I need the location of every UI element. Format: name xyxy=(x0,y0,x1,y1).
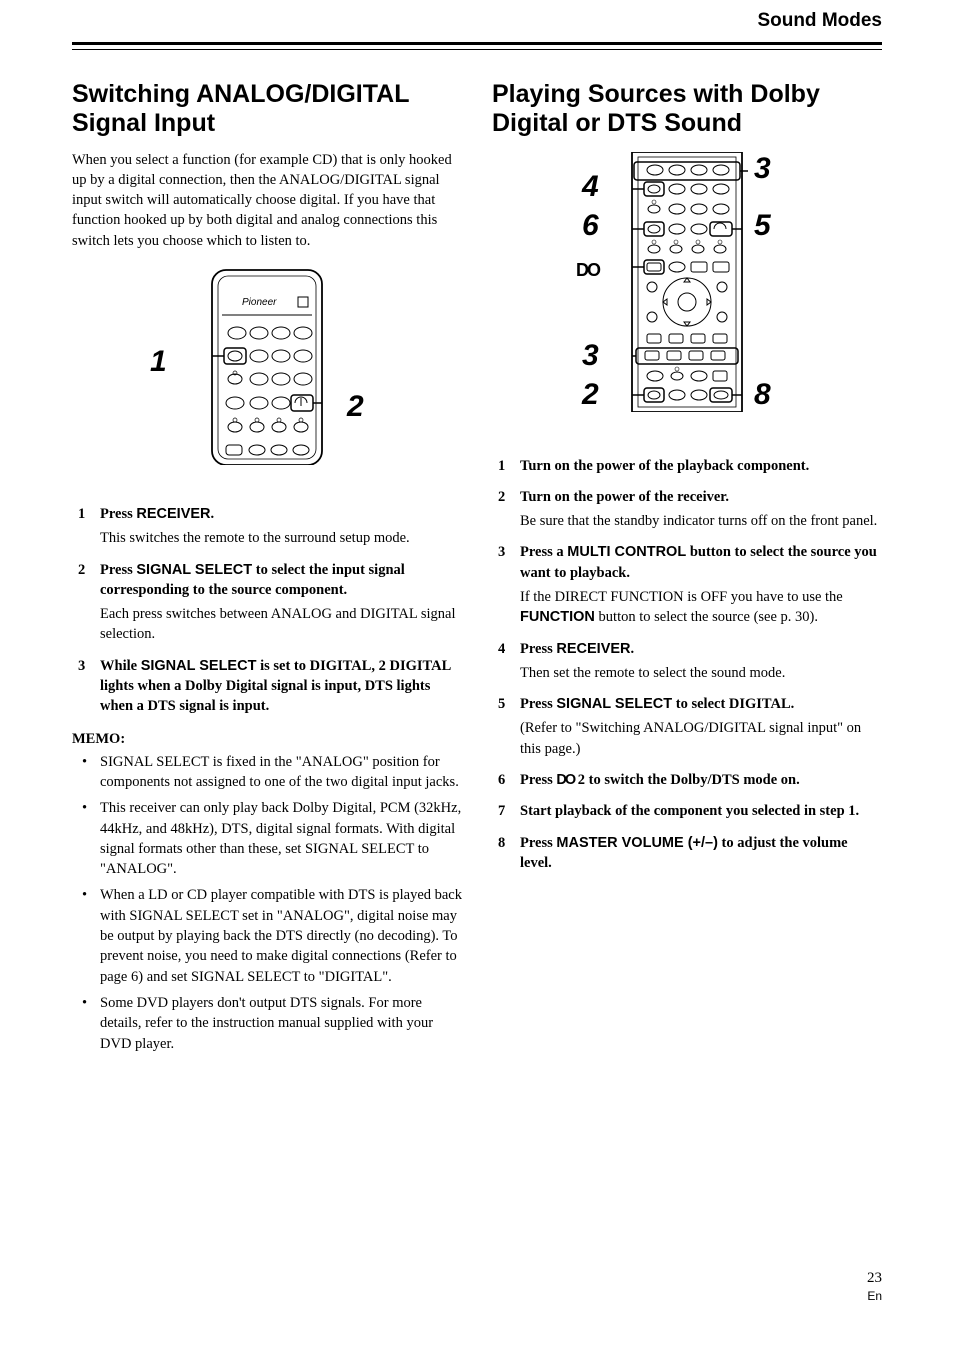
right-step: Press RECEIVER. Then set the remote to s… xyxy=(492,639,882,684)
left-step: Press RECEIVER. This switches the remote… xyxy=(72,504,462,549)
callout-1: 1 xyxy=(150,345,167,379)
memo-item: SIGNAL SELECT is fixed in the "ANALOG" p… xyxy=(72,752,462,793)
callout-r-dd: DO xyxy=(576,252,599,286)
callout-r-8: 8 xyxy=(754,378,771,412)
right-step: Press DO 2 to switch the Dolby/DTS mode … xyxy=(492,770,882,790)
callout-r-5: 5 xyxy=(754,209,771,243)
left-step: While SIGNAL SELECT is set to DIGITAL, 2… xyxy=(72,656,462,717)
callout-r-6: 6 xyxy=(582,209,599,243)
right-steps: Turn on the power of the playback compon… xyxy=(492,456,882,874)
left-intro: When you select a function (for example … xyxy=(72,150,462,251)
memo-item: This receiver can only play back Dolby D… xyxy=(72,798,462,879)
callout-r-3: 3 xyxy=(754,152,771,186)
page-lang: En xyxy=(867,1289,882,1303)
memo-item: Some DVD players don't output DTS signal… xyxy=(72,993,462,1054)
remote-diagram: Pioneer xyxy=(202,265,332,465)
right-step: Turn on the power of the receiver. Be su… xyxy=(492,487,882,532)
right-step: Start playback of the component you sele… xyxy=(492,801,882,821)
right-step: Press a MULTI CONTROL button to select t… xyxy=(492,542,882,627)
right-remote-figure: 4 6 DO 3 2 3 5 8 xyxy=(492,152,882,432)
left-title: Switching ANALOG/DIGITAL Signal Input xyxy=(72,80,462,138)
right-column: Playing Sources with Dolby Digital or DT… xyxy=(492,70,882,1060)
page-number: 23 xyxy=(867,1270,882,1287)
callout-r-2: 2 xyxy=(582,378,599,412)
left-step: Press SIGNAL SELECT to select the input … xyxy=(72,560,462,645)
manual-page: Sound Modes Switching ANALOG/DIGITAL Sig… xyxy=(0,0,954,1348)
callout-r-3b: 3 xyxy=(582,339,599,373)
right-step: Press SIGNAL SELECT to select DIGITAL. (… xyxy=(492,694,882,759)
right-title: Playing Sources with Dolby Digital or DT… xyxy=(492,80,882,138)
callout-r-4: 4 xyxy=(582,170,599,204)
right-step: Turn on the power of the playback compon… xyxy=(492,456,882,476)
memo-heading: MEMO: xyxy=(72,731,462,748)
memo-list: SIGNAL SELECT is fixed in the "ANALOG" p… xyxy=(72,752,462,1054)
left-column: Switching ANALOG/DIGITAL Signal Input Wh… xyxy=(72,70,462,1060)
header-rule-thick xyxy=(72,42,882,45)
left-steps: Press RECEIVER. This switches the remote… xyxy=(72,504,462,717)
right-step: Press MASTER VOLUME (+/–) to adjust the … xyxy=(492,833,882,874)
header-rule-thin xyxy=(72,49,882,50)
page-footer: 23 En xyxy=(867,1270,882,1303)
content-columns: Switching ANALOG/DIGITAL Signal Input Wh… xyxy=(72,70,882,1060)
memo-item: When a LD or CD player compatible with D… xyxy=(72,885,462,986)
callout-2: 2 xyxy=(347,390,364,424)
left-remote-figure: Pioneer xyxy=(72,265,462,480)
remote-brand: Pioneer xyxy=(242,297,277,308)
remote-diagram xyxy=(622,152,752,412)
chapter-title: Sound Modes xyxy=(72,10,882,32)
